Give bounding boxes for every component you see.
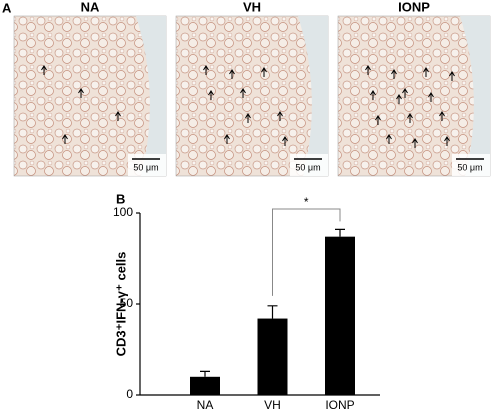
arrow <box>240 88 246 98</box>
arrow <box>203 65 209 75</box>
arrow <box>261 67 267 77</box>
image-title: NA <box>81 0 100 14</box>
arrow <box>365 65 371 75</box>
arrow <box>407 113 413 123</box>
arrow <box>449 71 455 81</box>
y-tick-label: 100 <box>113 205 133 219</box>
significance-bracket <box>272 208 341 296</box>
arrow <box>208 90 214 100</box>
arrow <box>115 111 121 121</box>
tissue-edge <box>460 16 490 176</box>
arrow <box>386 134 392 144</box>
arrow <box>370 90 376 100</box>
arrow <box>229 69 235 79</box>
error-bar <box>200 370 210 377</box>
y-axis-label: CD3⁺IFN-γ⁺ cells <box>113 252 128 357</box>
image-title: VH <box>243 0 261 14</box>
micrograph <box>337 15 491 177</box>
arrow <box>391 69 397 79</box>
arrow <box>78 88 84 98</box>
error-bar <box>267 305 278 319</box>
scale-label: 50 μm <box>457 162 482 172</box>
arrow <box>282 136 288 146</box>
scale-label: 50 μm <box>133 162 158 172</box>
x-tick-label: NA <box>197 398 214 410</box>
arrow <box>396 94 402 104</box>
bar <box>325 236 355 395</box>
arrow <box>423 67 429 77</box>
micrograph <box>175 15 329 177</box>
tissue-edge <box>298 16 328 176</box>
y-tick-label: 50 <box>120 296 134 310</box>
arrow <box>428 92 434 102</box>
scale-label: 50 μm <box>295 162 320 172</box>
arrow <box>62 134 68 144</box>
significance-label: * <box>304 195 309 209</box>
panel-label: B <box>116 191 125 206</box>
arrow <box>245 113 251 123</box>
arrow <box>41 65 47 75</box>
arrow <box>412 138 418 148</box>
error-bar <box>335 228 345 237</box>
panel-label: A <box>2 0 12 15</box>
bar <box>257 318 288 395</box>
arrow <box>444 136 450 146</box>
arrow <box>277 111 283 121</box>
x-tick-label: IONP <box>325 398 354 410</box>
arrow <box>402 88 408 98</box>
arrow <box>224 134 230 144</box>
image-title: IONP <box>398 0 430 14</box>
arrow <box>439 111 445 121</box>
micrograph <box>13 15 167 177</box>
x-tick-label: VH <box>264 398 281 410</box>
bar <box>190 376 220 395</box>
arrow <box>375 115 381 125</box>
tissue-edge <box>136 16 166 176</box>
y-tick-label: 0 <box>126 387 133 401</box>
